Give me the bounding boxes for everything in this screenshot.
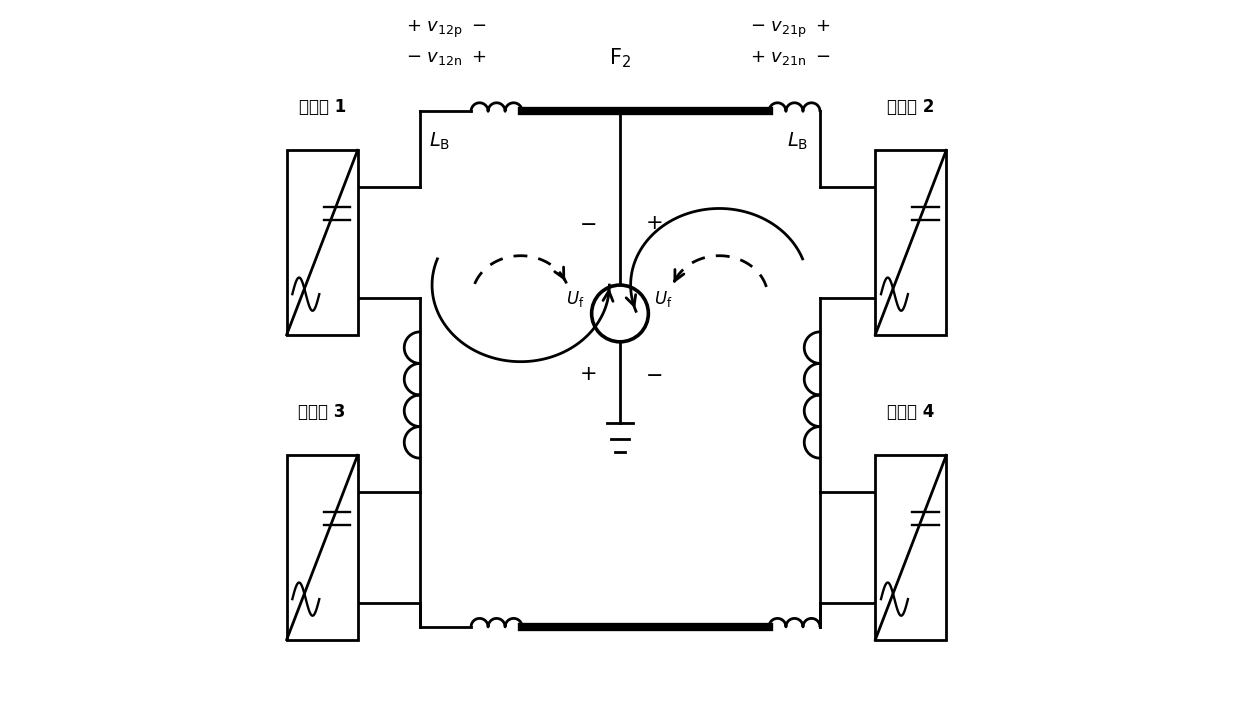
Text: $+$: $+$ <box>579 364 596 384</box>
Text: $-$: $-$ <box>645 364 662 384</box>
Circle shape <box>591 285 649 342</box>
Text: $-\ v_{21\mathrm{p}}\ +$: $-\ v_{21\mathrm{p}}\ +$ <box>750 19 831 41</box>
Bar <box>875 150 946 335</box>
Text: $-\ v_{12\mathrm{n}}\ +$: $-\ v_{12\mathrm{n}}\ +$ <box>405 49 486 67</box>
Text: $\mathrm{F}_2$: $\mathrm{F}_2$ <box>609 46 631 70</box>
Text: 换流站 1: 换流站 1 <box>299 98 346 116</box>
Bar <box>875 455 946 639</box>
Text: $L_\mathrm{B}$: $L_\mathrm{B}$ <box>786 131 808 152</box>
Bar <box>286 455 357 639</box>
Text: 换流站 2: 换流站 2 <box>887 98 935 116</box>
Bar <box>286 150 357 335</box>
Text: $+\ v_{21\mathrm{n}}\ -$: $+\ v_{21\mathrm{n}}\ -$ <box>750 49 831 67</box>
Text: $+$: $+$ <box>645 213 662 233</box>
Text: 换流站 3: 换流站 3 <box>299 403 346 422</box>
Text: $U_\mathrm{f}$: $U_\mathrm{f}$ <box>565 289 584 309</box>
Text: $L_\mathrm{B}$: $L_\mathrm{B}$ <box>429 131 450 152</box>
Text: $+\ v_{12\mathrm{p}}\ -$: $+\ v_{12\mathrm{p}}\ -$ <box>405 19 486 41</box>
Text: 换流站 4: 换流站 4 <box>887 403 935 422</box>
Text: $-$: $-$ <box>579 213 596 233</box>
Text: $U_\mathrm{f}$: $U_\mathrm{f}$ <box>653 289 672 309</box>
